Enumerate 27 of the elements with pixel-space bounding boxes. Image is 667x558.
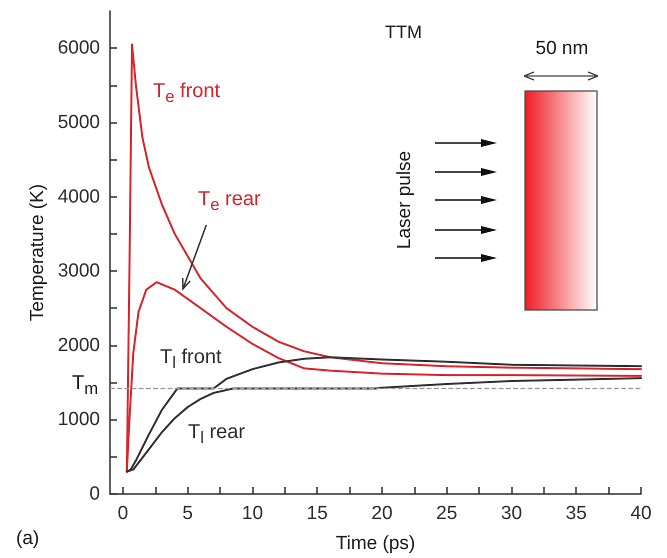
ref-line-label: T$_{m}$: [72, 372, 98, 400]
y-tick-label: 4000: [58, 186, 100, 208]
x-tick-label: 40: [630, 503, 652, 524]
series-label: T$_{e}$ front: [153, 80, 220, 107]
x-tick-label: 30: [500, 503, 522, 524]
x-tick-label: 15: [306, 503, 328, 524]
y-tick-label: 1000: [58, 409, 100, 430]
x-tick-label: 25: [436, 503, 458, 524]
text: T$_{e}$ rear: [198, 188, 261, 215]
annotation: Laser pulse: [394, 150, 416, 250]
x-tick-label: 5: [182, 503, 193, 524]
y-tick-label: 6000: [58, 38, 100, 59]
x-axis-title: Time (ps): [336, 533, 416, 554]
x-tick-label: 10: [242, 503, 264, 524]
series-label: T$_{l}$ rear: [188, 421, 246, 448]
series-label: T$_{l}$ front: [160, 346, 222, 373]
y-tick-label: 2000: [58, 334, 100, 356]
x-tick-label: 20: [371, 503, 393, 524]
text: (a): [16, 528, 40, 550]
x-tick-label: 0: [118, 503, 128, 524]
y-tick-label: 0: [89, 484, 100, 504]
annotation: TTM: [385, 22, 422, 43]
y-tick-label: 3000: [58, 260, 100, 282]
y-tick-label: 5000: [58, 112, 100, 133]
x-tick-label: 35: [566, 503, 587, 524]
annotation: 50 nm: [536, 38, 588, 60]
y-axis-title: Temperature (K): [26, 184, 48, 322]
